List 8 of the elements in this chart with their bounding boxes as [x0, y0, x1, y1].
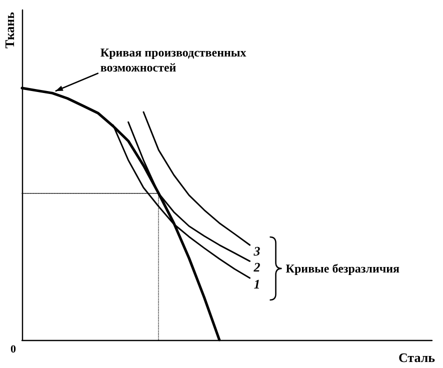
series-label: 3: [252, 244, 261, 259]
text: Кривая производственных возможностей: [100, 46, 246, 75]
annotation: Кривые безразличия: [286, 262, 400, 276]
series-label: 1: [254, 276, 260, 292]
text: 0: [10, 344, 16, 356]
y-axis-title: Ткань: [2, 12, 17, 49]
series-label: 2: [252, 260, 261, 275]
x-axis-title: Сталь: [398, 350, 436, 365]
